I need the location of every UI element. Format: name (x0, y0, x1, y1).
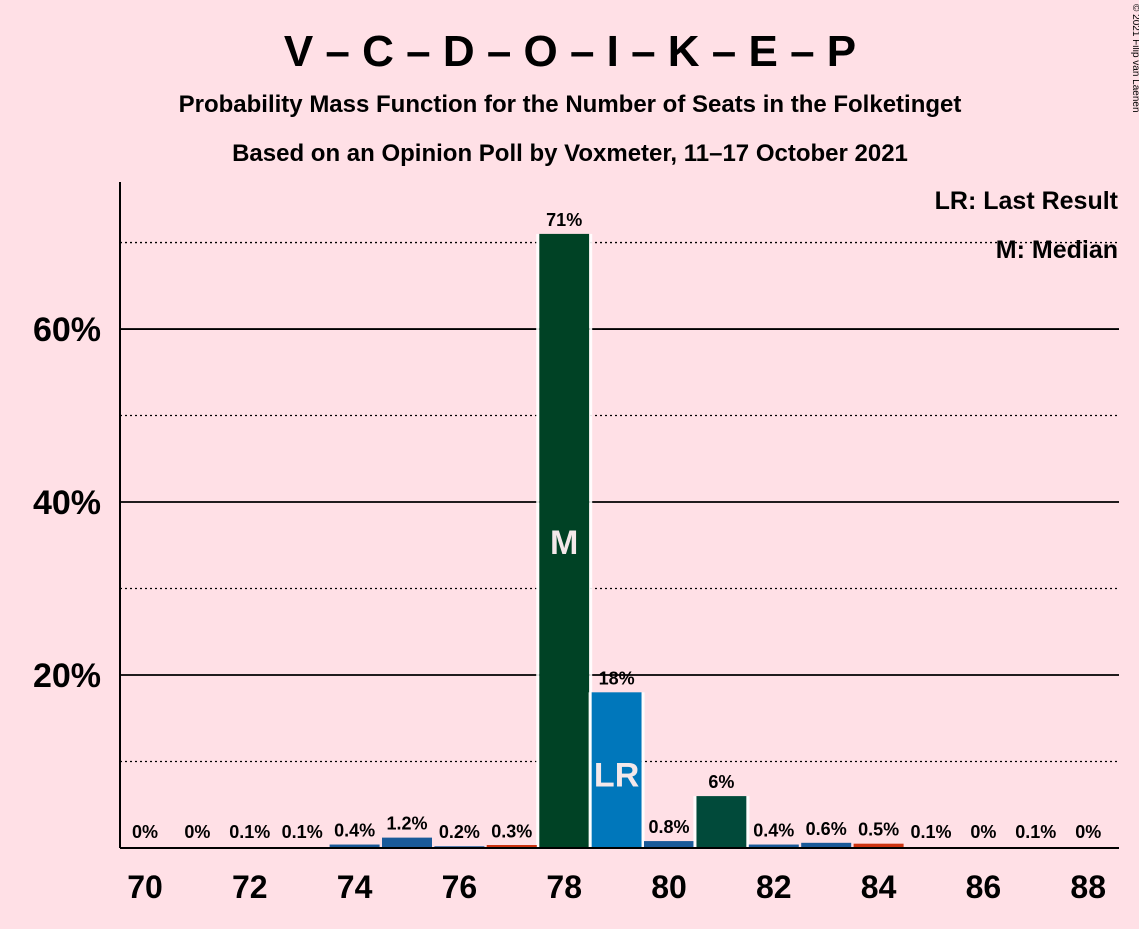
y-tick-label: 40% (33, 484, 101, 522)
bar-value-label: 0% (970, 822, 996, 842)
bar-separator (746, 796, 750, 848)
bar-value-label: 0.6% (806, 819, 847, 839)
bar-seat-79 (591, 692, 642, 848)
gridlines (120, 241, 1119, 763)
legend-last-result: LR: Last Result (935, 187, 1119, 215)
bar-value-label: 6% (708, 772, 734, 792)
bar-value-label: 1.2% (386, 814, 427, 834)
chart-title: V – C – D – O – I – K – E – P (284, 27, 856, 76)
bar-value-label: 18% (599, 668, 635, 688)
last-result-marker: LR (594, 756, 639, 794)
bar-value-label: 0% (1075, 822, 1101, 842)
x-tick-label: 78 (546, 869, 582, 905)
bar-value-label: 0.5% (858, 820, 899, 840)
copyright: © 2021 Filip van Laenen (1130, 4, 1139, 113)
legend-median: M: Median (996, 236, 1118, 264)
bar-value-label: 0.4% (334, 821, 375, 841)
x-tick-label: 70 (127, 869, 163, 905)
bar-seat-83 (801, 842, 852, 848)
y-tick-label: 20% (33, 657, 101, 695)
bar-seat-81 (696, 796, 747, 848)
x-tick-label: 72 (232, 869, 268, 905)
bar-value-label: 0.1% (282, 822, 323, 842)
bar-value-labels: 0% 0% 0.1% 0.1% 0.4% 1.2% 0.2% 0.3% 71% 18% 0.8% 6%… (132, 210, 1101, 842)
axes: 20% 40% 60% 70 72 74 76 78 80 82 84 86 88 (33, 182, 1119, 905)
x-tick-label: 84 (861, 869, 897, 905)
bar-separator (588, 692, 592, 848)
bar-value-label: 0.1% (910, 822, 951, 842)
bar-separator (536, 233, 540, 848)
x-tick-label: 80 (651, 869, 687, 905)
bar-value-label: 0.2% (439, 822, 480, 842)
bar-value-label: 0% (132, 822, 158, 842)
y-tick-label: 60% (33, 311, 101, 349)
bar-separator (641, 692, 645, 848)
bar-separator (693, 796, 697, 848)
bar-seat-84 (853, 843, 904, 848)
bar-seat-78 (539, 233, 590, 848)
bar-seat-74 (329, 844, 380, 848)
x-tick-label: 82 (756, 869, 792, 905)
bar-value-label: 0.8% (648, 817, 689, 837)
bar-seat-82 (748, 844, 799, 848)
chart-subtitle-1: Probability Mass Function for the Number… (179, 91, 962, 118)
bar-value-label: 71% (546, 210, 582, 230)
chart-subtitle-2: Based on an Opinion Poll by Voxmeter, 11… (232, 140, 908, 167)
bar-value-label: 0.1% (229, 822, 270, 842)
bar-value-label: 0.1% (1015, 822, 1056, 842)
bar-value-label: 0.3% (491, 821, 532, 841)
bar-seat-80 (644, 841, 694, 848)
bar-separator (589, 233, 593, 848)
bar-seat-75 (382, 837, 432, 848)
bar-value-label: 0% (184, 822, 210, 842)
x-tick-label: 88 (1070, 869, 1106, 905)
median-marker: M (550, 524, 578, 562)
x-tick-label: 76 (442, 869, 478, 905)
bar-value-label: 0.4% (753, 821, 794, 841)
x-tick-label: 74 (337, 869, 373, 905)
x-tick-label: 86 (966, 869, 1002, 905)
bars (224, 233, 1061, 848)
